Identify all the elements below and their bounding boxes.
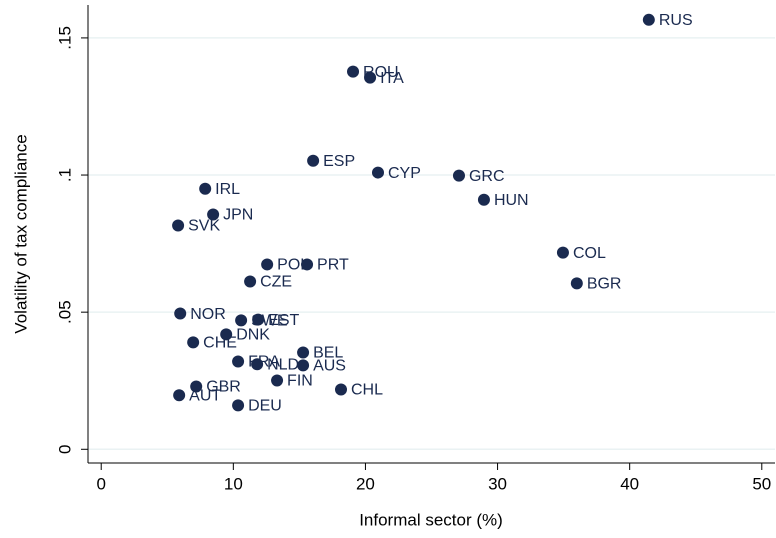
point-label: SVK xyxy=(188,218,220,235)
point xyxy=(301,258,314,271)
point-label: EST xyxy=(268,312,299,329)
point xyxy=(232,399,245,412)
x-tick-label: 0 xyxy=(96,474,105,493)
y-tick-label: .15 xyxy=(55,26,74,50)
point xyxy=(642,13,655,26)
point xyxy=(220,328,233,341)
point-label: CYP xyxy=(388,165,421,182)
point xyxy=(477,193,490,206)
point xyxy=(335,383,348,396)
point xyxy=(235,314,248,327)
point xyxy=(199,182,212,195)
point xyxy=(307,154,320,167)
point-label: FIN xyxy=(287,373,313,390)
x-tick-label: 20 xyxy=(356,474,375,493)
point xyxy=(371,166,384,179)
point-label: BGR xyxy=(587,276,622,293)
point xyxy=(187,336,200,349)
point-label: NOR xyxy=(190,306,226,323)
point xyxy=(570,277,583,290)
point xyxy=(556,246,569,259)
point-label: JPN xyxy=(223,207,253,224)
point xyxy=(297,346,310,359)
point xyxy=(271,374,284,387)
point xyxy=(297,359,310,372)
point xyxy=(232,355,245,368)
point-label: GRC xyxy=(469,168,505,185)
point xyxy=(364,71,377,84)
x-tick-label: 10 xyxy=(224,474,243,493)
point-label: CZE xyxy=(260,274,292,291)
x-tick-label: 40 xyxy=(620,474,639,493)
point-label: AUT xyxy=(189,387,221,404)
point-label: CHE xyxy=(203,335,237,352)
point xyxy=(173,389,186,402)
point-label: PRT xyxy=(317,257,349,274)
point-label: ESP xyxy=(323,153,355,170)
point xyxy=(172,219,185,232)
point-label: HUN xyxy=(494,192,529,209)
point-label: BEL xyxy=(313,345,343,362)
point-label: NLD xyxy=(267,356,299,373)
point-label: DEU xyxy=(248,398,282,415)
point-label: ITA xyxy=(380,70,404,87)
point-label: RUS xyxy=(659,12,693,29)
y-tick-label: .1 xyxy=(55,168,74,182)
point xyxy=(174,307,187,320)
x-tick-label: 30 xyxy=(488,474,507,493)
point xyxy=(251,358,264,371)
point-label: CHL xyxy=(351,382,383,399)
point xyxy=(452,169,465,182)
y-axis-label: Volatility of tax compliance xyxy=(11,134,30,333)
point-label: IRL xyxy=(215,181,240,198)
point xyxy=(261,258,274,271)
point xyxy=(244,275,257,288)
point xyxy=(190,380,203,393)
point-label: DNK xyxy=(236,327,270,344)
point-label: COL xyxy=(573,245,606,262)
x-axis-label: Informal sector (%) xyxy=(359,510,503,529)
y-tick-label: .05 xyxy=(55,300,74,324)
x-tick-label: 50 xyxy=(752,474,771,493)
point-label: POL xyxy=(277,257,309,274)
point-label: AUS xyxy=(313,358,346,375)
point-label: GBR xyxy=(206,379,241,396)
y-tick-label: 0 xyxy=(55,445,74,454)
point xyxy=(252,313,265,326)
point xyxy=(347,65,360,78)
point xyxy=(207,208,220,221)
